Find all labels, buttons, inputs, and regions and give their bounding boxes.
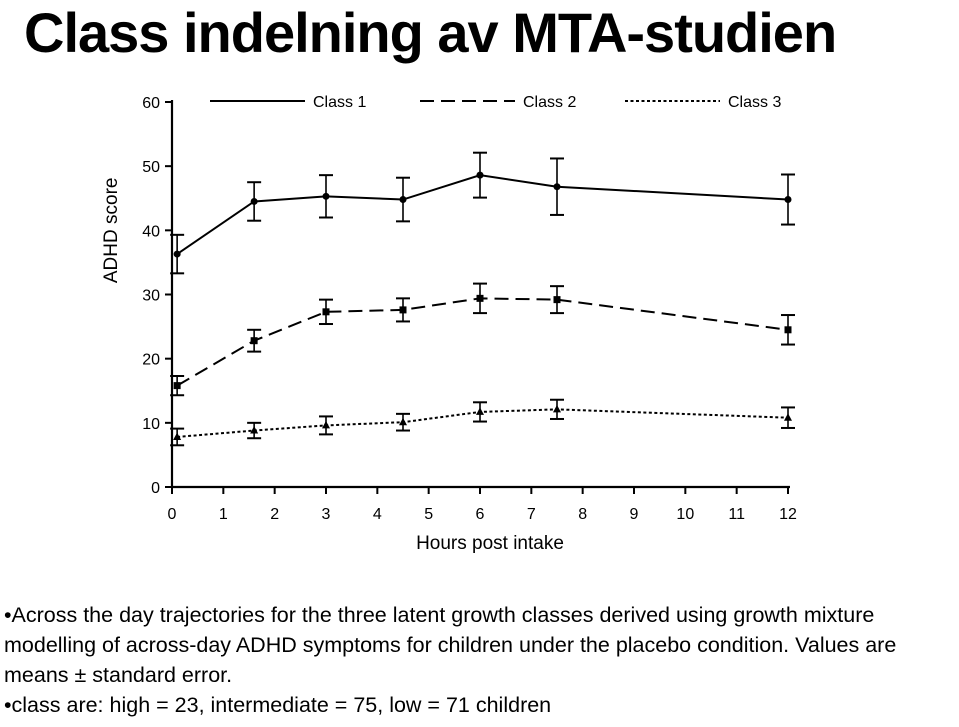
- data-point: [784, 196, 792, 204]
- data-point: [322, 192, 330, 200]
- x-tick-label: 2: [270, 506, 279, 523]
- data-point: [476, 407, 484, 415]
- y-axis-label: ADHD score: [101, 178, 122, 284]
- data-point: [250, 337, 258, 345]
- caption-class-sizes: •class are: high = 23, intermediate = 75…: [4, 693, 552, 717]
- x-tick-label: 11: [728, 506, 745, 523]
- data-point: [173, 432, 182, 440]
- data-point: [784, 413, 792, 421]
- x-tick-label: 1: [219, 506, 228, 523]
- y-tick-label: 20: [142, 352, 160, 369]
- x-tick-label: 4: [373, 506, 382, 523]
- data-point: [553, 296, 561, 304]
- x-tick-label: 10: [676, 506, 694, 523]
- caption-description: •Across the day trajectories for the thr…: [4, 603, 897, 687]
- data-point: [250, 197, 258, 205]
- caption: •Across the day trajectories for the thr…: [4, 600, 954, 720]
- data-point: [173, 250, 181, 258]
- y-tick-label: 30: [142, 288, 160, 305]
- x-tick-label: 8: [578, 506, 587, 523]
- legend-label-2: Class 2: [523, 94, 576, 111]
- data-point: [553, 404, 561, 413]
- x-tick-label: 9: [630, 506, 639, 523]
- series-line-1: [176, 174, 789, 255]
- data-point: [173, 382, 181, 390]
- data-point: [784, 326, 792, 334]
- y-tick-label: 60: [142, 95, 160, 112]
- x-tick-label: 3: [322, 506, 331, 523]
- data-point: [553, 183, 561, 191]
- series-line-2: [176, 297, 789, 387]
- data-point: [399, 417, 407, 426]
- data-point: [322, 308, 330, 316]
- data-point: [250, 426, 259, 434]
- y-tick-label: 0: [151, 480, 160, 497]
- x-tick-label: 7: [527, 506, 536, 523]
- x-tick-label: 0: [168, 506, 177, 523]
- x-axis-label: Hours post intake: [416, 533, 564, 554]
- data-point: [476, 294, 484, 302]
- y-tick-label: 50: [142, 159, 160, 176]
- x-tick-label: 12: [779, 506, 797, 523]
- x-tick-label: 6: [476, 506, 485, 523]
- y-tick-label: 40: [142, 223, 160, 240]
- data-point: [476, 171, 484, 179]
- legend-label-1: Class 1: [313, 94, 366, 111]
- data-point: [399, 306, 407, 314]
- data-point: [322, 420, 330, 429]
- slide-title: Class indelning av MTA-studien: [24, 1, 837, 64]
- x-tick-label: 5: [424, 506, 433, 523]
- legend-label-3: Class 3: [728, 94, 781, 111]
- y-tick-label: 10: [142, 416, 160, 433]
- data-point: [399, 196, 407, 204]
